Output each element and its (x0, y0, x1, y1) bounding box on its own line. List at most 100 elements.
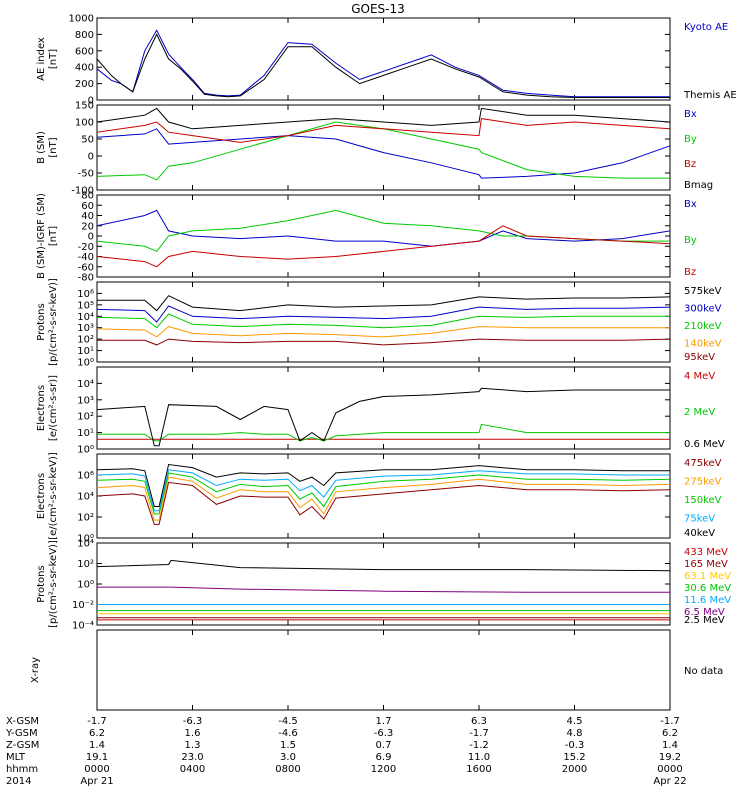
ephemeris-value: -1.7 (660, 716, 680, 727)
ephemeris-row-label: 2014 (6, 776, 31, 787)
ephemeris-row-label: Z-GSM (6, 740, 39, 751)
legend-entry: By (684, 134, 697, 145)
ephemeris-value: 4.5 (567, 716, 583, 727)
y-tick-label: 10⁴ (77, 379, 94, 390)
series-line-210kev (96, 313, 670, 329)
ephemeris-value: Apr 22 (653, 776, 686, 787)
series-line-475kev (96, 481, 671, 525)
y-tick-label: 50 (81, 135, 94, 146)
y-tick-label: 10¹ (77, 428, 94, 439)
ephemeris-value: 1.7 (376, 716, 392, 727)
ephemeris-value: 11.0 (468, 752, 490, 763)
legend-entry: Bz (684, 267, 696, 278)
panel-frame (96, 542, 671, 626)
series-line-275kev (96, 476, 671, 521)
y-tick-label: 10³ (77, 395, 94, 406)
ephemeris-value: 1200 (371, 764, 396, 775)
y-tick-label: 10² (77, 412, 94, 423)
y-tick-label: 10⁰ (77, 534, 94, 545)
y-axis-label: [nT] (48, 137, 59, 157)
panel-protons_low: Protons [p/(cm²-s-sr-keV)] 10⁰10¹10²10³10⁴… (36, 278, 722, 368)
legend-entry: 575keV (684, 286, 722, 297)
y-tick-label: 10⁵ (77, 300, 94, 311)
ephemeris-value: -1.2 (469, 740, 489, 751)
y-axis-label: B (SM) (36, 131, 47, 164)
series-line-bmag (96, 107, 671, 130)
y-axis-label: [nT] (48, 49, 59, 69)
series-line-95kev (97, 338, 671, 346)
legend-entry: 275keV (684, 477, 722, 488)
ephemeris-value: 6.2 (662, 728, 678, 739)
ephemeris-value: 6.2 (89, 728, 105, 739)
y-axis-label: [e/(cm²-s-sr-keV)] (48, 452, 59, 540)
ephemeris-value: 1.3 (185, 740, 201, 751)
legend-entry: Bx (684, 109, 697, 120)
legend-entry: 475keV (684, 458, 722, 469)
panel-frame (96, 281, 671, 363)
y-axis-label: [e/(cm²-s-sr)] (48, 375, 59, 441)
ephemeris-value: 19.1 (86, 752, 108, 763)
panel-frame (96, 194, 671, 278)
legend-entry: 300keV (684, 304, 722, 315)
ephemeris-value: 6.9 (376, 752, 392, 763)
y-axis-label: [p/(cm²-s-sr-keV)] (48, 278, 59, 366)
y-tick-label: -60 (78, 262, 94, 273)
y-tick-label: 0 (88, 96, 94, 107)
series-line-2-5-mev (96, 559, 671, 572)
y-axis-label: Electrons (36, 385, 47, 431)
series-line-75kev (96, 469, 670, 512)
y-tick-label: 200 (75, 79, 94, 90)
series-line-2-mev (97, 423, 670, 442)
series-line-by (96, 121, 670, 181)
y-tick-label: 150 (75, 101, 94, 112)
panel-frame (96, 366, 671, 450)
y-tick-label: 10⁶ (77, 289, 94, 300)
panel-frame (96, 629, 671, 711)
y-tick-label: 10⁰ (77, 358, 94, 369)
y-tick-label: 600 (75, 46, 94, 57)
y-tick-label: 10² (77, 335, 94, 346)
y-tick-label: 10⁻² (72, 600, 94, 611)
legend-entry: 4 MeV (684, 371, 715, 382)
panel-electrons_kev: Electrons [e/(cm²-s-sr-keV)] 10⁰ 10² 10⁴ 10⁶ 4… (36, 452, 722, 544)
series-line-bz (96, 118, 671, 143)
legend-entry: 11.6 MeV (684, 595, 731, 606)
series-line-300kev (96, 305, 671, 323)
panel-ae: AE index [nT] 0 200 400 600 800 1000 Kyoto AE The… (36, 14, 737, 107)
ephemeris-value: Apr 21 (80, 776, 113, 787)
y-tick-label: -40 (78, 252, 94, 263)
y-tick-label: 10¹ (77, 346, 94, 357)
series-line-150kev (96, 472, 671, 515)
y-axis-label: Protons (36, 303, 47, 340)
y-tick-label: 0 (88, 152, 94, 163)
legend-entry: 63.1 MeV (684, 571, 731, 582)
series-line-40kev (96, 463, 670, 507)
ephemeris-value: 6.3 (471, 716, 487, 727)
series-line-bx (96, 209, 671, 247)
ephemeris-value: -1.7 (87, 716, 107, 727)
legend-entry: 30.6 MeV (684, 583, 731, 594)
y-tick-label: 800 (75, 30, 94, 41)
series-line-575kev (97, 295, 671, 312)
legend-entry: 210keV (684, 321, 722, 332)
y-tick-label: 10⁴ (77, 492, 94, 503)
y-axis-label: [p/(cm²-s-sr-keV)] (48, 540, 59, 628)
y-tick-label: 10⁰ (77, 580, 94, 591)
y-tick-label: 10⁶ (77, 471, 94, 482)
y-tick-label: 10³ (77, 323, 94, 334)
panel-frame (96, 17, 671, 101)
y-tick-label: 10² (77, 513, 94, 524)
ephemeris-value: 23.0 (181, 752, 203, 763)
ephemeris-value: 1.5 (280, 740, 296, 751)
y-axis-label: X-ray (30, 657, 41, 683)
panel-xray: X-ray No data (30, 629, 723, 711)
y-tick-label: 10⁴ (77, 539, 94, 550)
series-line-by (96, 209, 670, 253)
ephemeris-row-label: hhmm (6, 764, 38, 775)
y-tick-label: 10² (77, 559, 94, 570)
y-tick-label: -100 (71, 186, 94, 197)
y-tick-label: 10⁰ (77, 445, 94, 456)
panel-bres: B (SM)-IGRF (SM) [nT] -80-60-40-2002040608… (36, 191, 697, 284)
y-tick-label: 20 (81, 221, 94, 232)
legend-entry: 140keV (684, 339, 722, 350)
